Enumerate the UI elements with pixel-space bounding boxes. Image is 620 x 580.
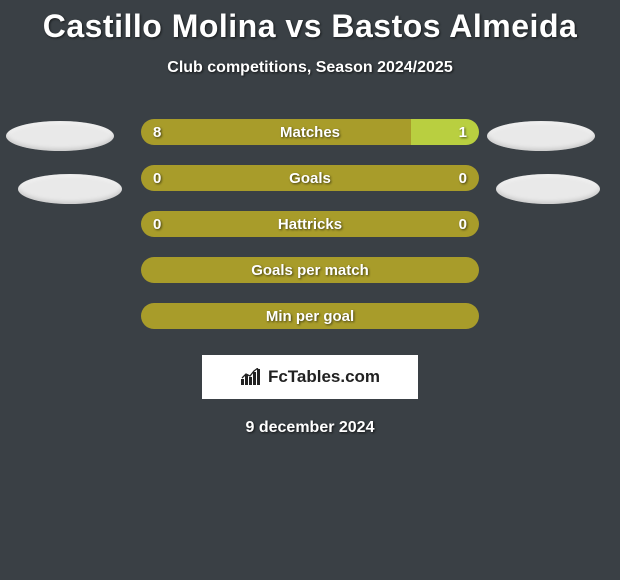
date-label: 9 december 2024 [0, 419, 620, 437]
infographic-root: Castillo Molina vs Bastos Almeida Club c… [0, 0, 620, 580]
stat-label: Hattricks [141, 216, 479, 233]
page-title: Castillo Molina vs Bastos Almeida [0, 0, 620, 45]
stat-bar: 81Matches [141, 119, 479, 145]
brand-text: FcTables.com [268, 367, 380, 387]
stat-label: Matches [141, 124, 479, 141]
stat-label: Goals [141, 170, 479, 187]
player-photo-placeholder [6, 121, 114, 151]
player-photo-placeholder [18, 174, 122, 204]
stat-bar: 00Goals [141, 165, 479, 191]
stat-bar: Goals per match [141, 257, 479, 283]
player-photo-placeholder [496, 174, 600, 204]
brand-badge: FcTables.com [202, 355, 418, 399]
stat-row: Min per goal [10, 293, 610, 339]
stat-bar: Min per goal [141, 303, 479, 329]
stat-bar: 00Hattricks [141, 211, 479, 237]
subtitle: Club competitions, Season 2024/2025 [0, 59, 620, 77]
stat-label: Min per goal [141, 308, 479, 325]
stat-label: Goals per match [141, 262, 479, 279]
stat-row: 00Hattricks [10, 201, 610, 247]
player-photo-placeholder [487, 121, 595, 151]
brand-chart-icon [240, 368, 262, 386]
stat-row: Goals per match [10, 247, 610, 293]
